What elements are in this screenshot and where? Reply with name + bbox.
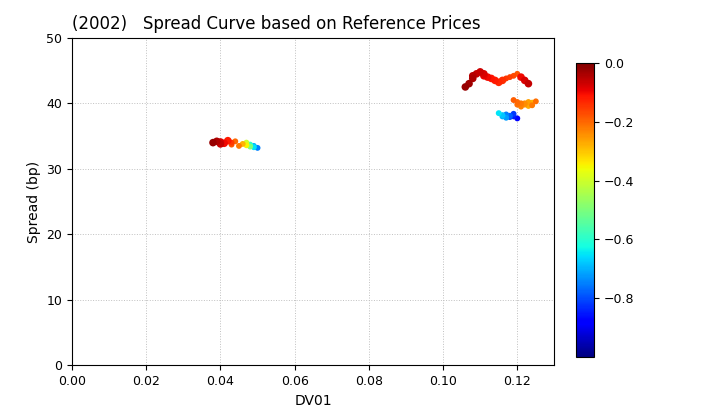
Point — [222, 137, 233, 144]
Point — [490, 77, 501, 84]
Text: (2002)   Spread Curve based on Reference Prices: (2002) Spread Curve based on Reference P… — [72, 16, 481, 34]
Point — [504, 114, 516, 121]
Point — [459, 84, 471, 90]
Point — [508, 110, 519, 117]
Point — [530, 98, 541, 105]
Point — [240, 142, 252, 149]
Point — [497, 112, 508, 118]
Point — [237, 141, 248, 147]
Point — [474, 68, 486, 75]
Point — [244, 143, 256, 150]
Point — [500, 75, 512, 82]
Point — [519, 101, 531, 108]
Point — [207, 139, 219, 146]
Point — [511, 99, 523, 105]
Point — [519, 77, 531, 84]
Point — [493, 110, 505, 116]
Point — [526, 99, 538, 106]
Point — [471, 71, 482, 77]
Point — [478, 72, 490, 79]
Point — [516, 103, 527, 110]
Point — [504, 74, 516, 81]
Point — [497, 113, 508, 120]
Point — [508, 113, 519, 120]
Point — [211, 138, 222, 144]
Point — [519, 100, 531, 107]
Point — [215, 141, 226, 147]
Point — [215, 139, 226, 145]
Point — [508, 72, 519, 79]
Point — [511, 71, 523, 77]
Point — [497, 77, 508, 84]
Point — [467, 72, 479, 79]
Point — [500, 114, 512, 121]
Point — [218, 140, 230, 147]
Point — [244, 141, 256, 148]
Point — [252, 144, 264, 151]
Point — [526, 102, 538, 109]
Point — [226, 139, 238, 146]
Point — [482, 74, 493, 81]
Point — [523, 102, 534, 109]
X-axis label: DV01: DV01 — [294, 394, 332, 408]
Point — [516, 100, 527, 107]
Point — [511, 115, 523, 122]
Point — [248, 142, 260, 149]
Point — [467, 75, 479, 82]
Point — [248, 144, 260, 151]
Point — [511, 101, 523, 108]
Point — [523, 80, 534, 87]
Point — [226, 141, 238, 148]
Point — [493, 79, 505, 86]
Point — [240, 139, 252, 146]
Point — [463, 80, 474, 87]
Point — [508, 97, 519, 103]
Point — [478, 71, 490, 77]
Point — [516, 74, 527, 81]
Point — [504, 113, 516, 119]
Y-axis label: Spread (bp): Spread (bp) — [27, 160, 41, 243]
Point — [233, 142, 245, 149]
Point — [485, 75, 497, 82]
Point — [523, 99, 534, 105]
Point — [500, 111, 512, 118]
Point — [230, 138, 241, 144]
